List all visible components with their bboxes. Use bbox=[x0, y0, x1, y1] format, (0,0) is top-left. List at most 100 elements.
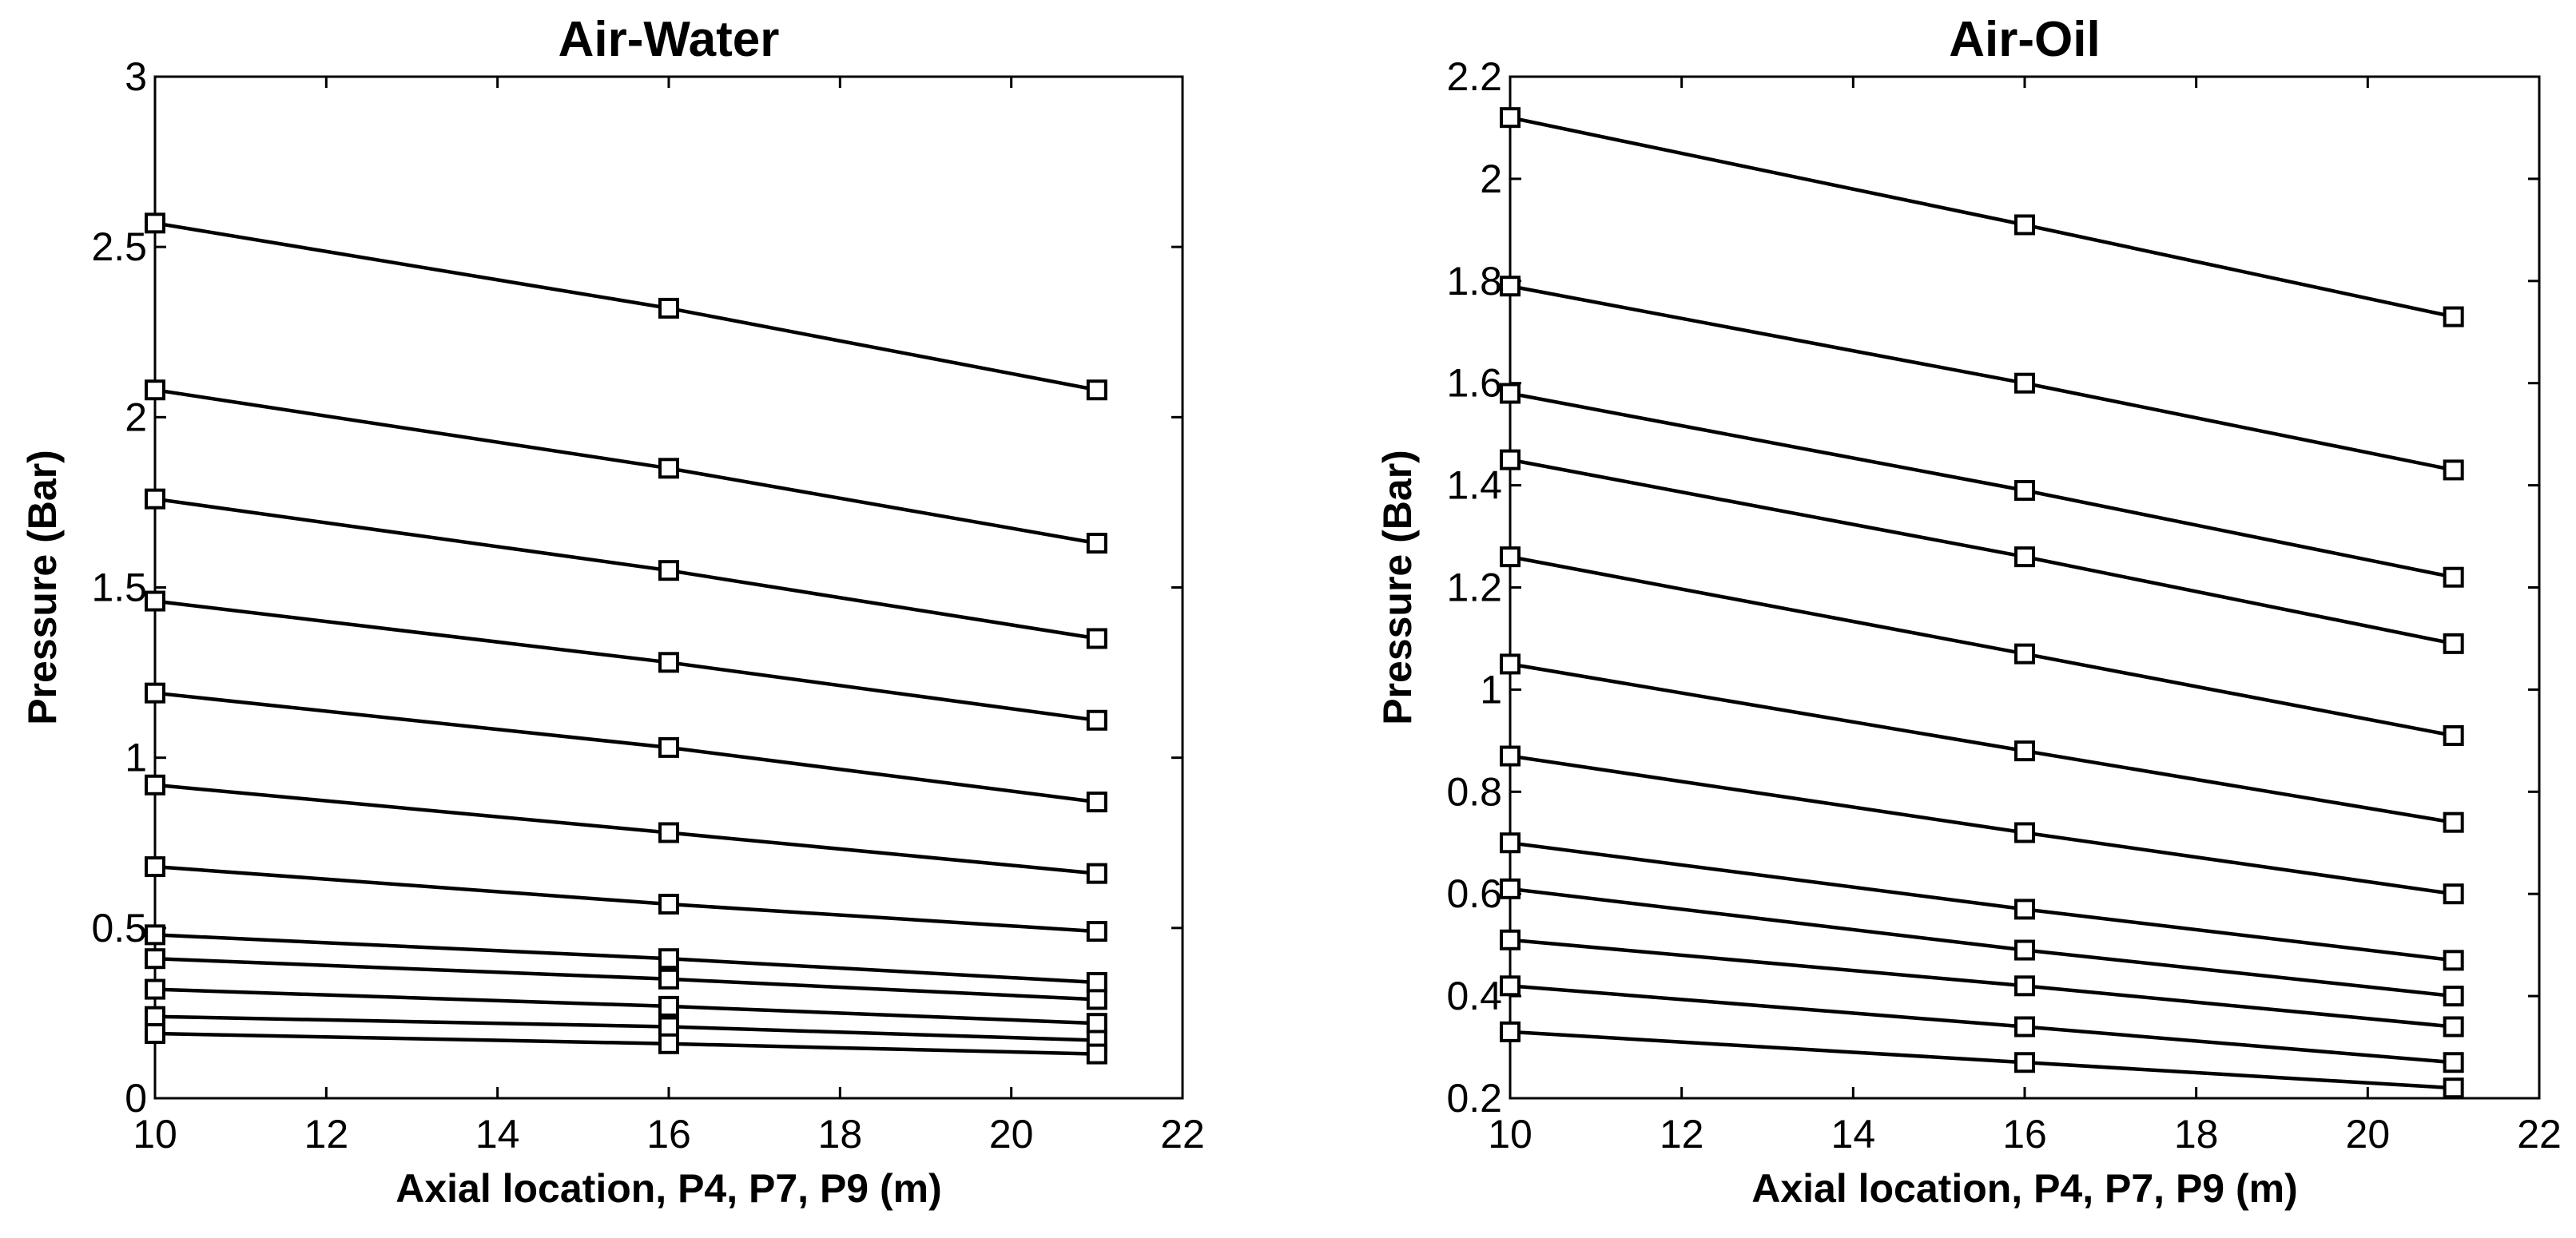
data-point bbox=[658, 893, 679, 915]
data-point bbox=[1086, 533, 1107, 554]
y-tick-label: 3 bbox=[125, 54, 147, 99]
series-run-4 bbox=[145, 590, 1107, 731]
data-point bbox=[2443, 986, 2464, 1007]
y-tick-label: 1.6 bbox=[1446, 361, 1502, 406]
data-point bbox=[1500, 449, 1521, 470]
data-point bbox=[1086, 628, 1107, 649]
data-point bbox=[2014, 740, 2035, 762]
data-point bbox=[2443, 1016, 2464, 1038]
data-point bbox=[1086, 863, 1107, 884]
y-tick-label: 2 bbox=[125, 395, 147, 439]
x-tick-label: 16 bbox=[646, 1112, 691, 1157]
data-point bbox=[658, 995, 679, 1017]
chart-air-water: Air-Water 10 12 14 16 18 20 22 0 0.5 1 1.5 2 2.5 3 Axia… bbox=[20, 12, 1205, 1211]
data-point bbox=[145, 1006, 165, 1027]
data-point bbox=[2014, 1016, 2035, 1038]
series-run-2 bbox=[1500, 276, 2464, 481]
x-axis-label: Axial location, P4, P7, P9 (m) bbox=[1751, 1166, 2298, 1211]
data-point bbox=[145, 978, 165, 1000]
y-tick-label: 2 bbox=[1480, 157, 1502, 201]
data-point bbox=[1500, 383, 1521, 404]
data-point bbox=[145, 590, 165, 612]
data-point bbox=[145, 856, 165, 878]
data-point bbox=[1500, 546, 1521, 568]
data-point bbox=[2443, 811, 2464, 833]
series-run-12 bbox=[1500, 1021, 2464, 1099]
y-tick-label: 1.4 bbox=[1446, 463, 1502, 508]
series-run-9 bbox=[145, 948, 1107, 1010]
data-point bbox=[1086, 709, 1107, 731]
data-point bbox=[1500, 975, 1521, 997]
y-tick-label: 1.5 bbox=[91, 565, 147, 610]
data-point bbox=[145, 924, 165, 946]
data-point bbox=[658, 968, 679, 990]
data-point bbox=[658, 560, 679, 581]
x-tick-label: 18 bbox=[818, 1112, 863, 1157]
series-run-1 bbox=[145, 212, 1107, 401]
data-point bbox=[658, 652, 679, 673]
data-point bbox=[1500, 1021, 1521, 1042]
y-tick-label: 0.8 bbox=[1446, 769, 1502, 814]
data-point bbox=[658, 822, 679, 843]
data-point bbox=[2443, 306, 2464, 327]
y-tick-label: 1 bbox=[125, 736, 147, 780]
data-point bbox=[658, 297, 679, 319]
data-point bbox=[2014, 1052, 2035, 1073]
x-tick-label: 10 bbox=[1488, 1112, 1532, 1157]
x-tick-label: 14 bbox=[1831, 1112, 1876, 1157]
data-point bbox=[145, 488, 165, 510]
data-point bbox=[2014, 899, 2035, 920]
x-tick-label: 20 bbox=[2346, 1112, 2391, 1157]
data-point bbox=[658, 948, 679, 970]
data-point bbox=[2443, 950, 2464, 971]
data-point bbox=[1086, 921, 1107, 942]
series-run-9 bbox=[1500, 878, 2464, 1007]
y-tick-label: 0 bbox=[125, 1076, 147, 1121]
data-point bbox=[1086, 972, 1107, 994]
data-point bbox=[2014, 214, 2035, 236]
x-tick-label: 10 bbox=[133, 1112, 177, 1157]
y-axis-label: Pressure (Bar) bbox=[1375, 450, 1420, 725]
chart-title: Air-Water bbox=[559, 12, 780, 67]
x-tick-label: 20 bbox=[989, 1112, 1034, 1157]
y-tick-label: 0.2 bbox=[1446, 1076, 1502, 1121]
x-tick-label: 16 bbox=[2002, 1112, 2047, 1157]
data-point bbox=[1500, 107, 1521, 129]
data-point bbox=[2014, 975, 2035, 997]
y-axis-label: Pressure (Bar) bbox=[20, 450, 65, 725]
series-run-11 bbox=[1500, 975, 2464, 1073]
data-point bbox=[1086, 989, 1107, 1010]
series-run-1 bbox=[1500, 107, 2464, 327]
series-run-10 bbox=[145, 978, 1107, 1034]
data-point bbox=[1086, 792, 1107, 813]
data-point bbox=[658, 458, 679, 479]
data-point bbox=[145, 774, 165, 796]
y-tick-label: 0.6 bbox=[1446, 871, 1502, 916]
data-point bbox=[145, 1022, 165, 1044]
x-tick-label: 22 bbox=[2517, 1112, 2562, 1157]
data-point bbox=[658, 1033, 679, 1054]
data-point bbox=[2443, 883, 2464, 905]
data-point bbox=[1086, 379, 1107, 401]
x-tick-label: 12 bbox=[1660, 1112, 1704, 1157]
data-point bbox=[2443, 724, 2464, 746]
data-point bbox=[2014, 643, 2035, 665]
y-tick-label: 1.8 bbox=[1446, 259, 1502, 304]
series-run-7 bbox=[145, 856, 1107, 942]
series-run-12 bbox=[145, 1022, 1107, 1065]
data-point bbox=[2014, 479, 2035, 501]
series-run-6 bbox=[145, 774, 1107, 884]
y-tick-label: 0.4 bbox=[1446, 974, 1502, 1018]
data-point bbox=[145, 948, 165, 970]
series-run-6 bbox=[1500, 653, 2464, 833]
data-point bbox=[1500, 276, 1521, 297]
series-run-7 bbox=[1500, 745, 2464, 905]
data-point bbox=[2443, 1077, 2464, 1099]
series-run-10 bbox=[1500, 929, 2464, 1038]
series-run-4 bbox=[1500, 449, 2464, 654]
data-point bbox=[1086, 1043, 1107, 1065]
data-point bbox=[2443, 1052, 2464, 1073]
y-tick-label: 2.5 bbox=[91, 224, 147, 269]
data-point bbox=[1500, 929, 1521, 950]
